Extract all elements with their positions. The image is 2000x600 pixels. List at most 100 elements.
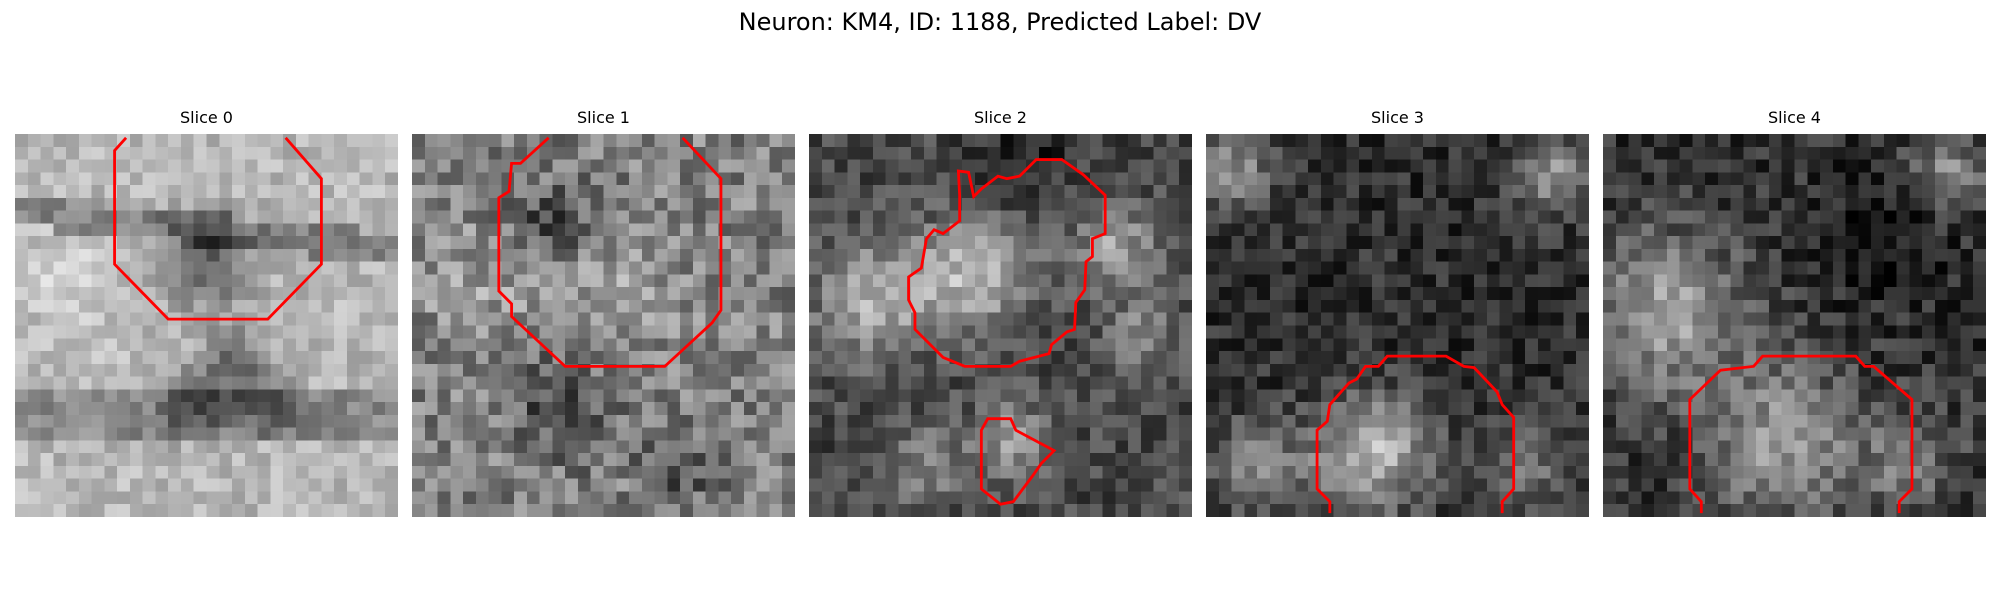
pixel	[463, 376, 477, 390]
pixel	[590, 453, 604, 467]
pixel	[1947, 414, 1961, 429]
pixel	[1628, 338, 1642, 352]
pixel	[1603, 351, 1617, 365]
pixel	[641, 159, 655, 173]
pixel	[911, 440, 925, 454]
pixel	[1794, 299, 1808, 314]
pixel	[654, 236, 668, 250]
pixel	[1461, 223, 1475, 237]
pixel	[1730, 414, 1744, 429]
pixel	[1051, 274, 1065, 288]
slice-pixels-3	[1206, 134, 1589, 517]
pixel	[1883, 159, 1898, 173]
pixel	[1666, 440, 1680, 454]
pixel	[1077, 172, 1091, 186]
pixel	[142, 376, 156, 390]
pixel	[1308, 504, 1322, 517]
pixel	[974, 338, 989, 352]
pixel	[539, 146, 553, 160]
pixel	[809, 223, 823, 237]
pixel	[1692, 325, 1706, 339]
pixel	[1064, 414, 1078, 429]
pixel	[66, 338, 80, 352]
pixel	[654, 185, 668, 199]
pixel	[860, 325, 874, 339]
pixel	[1206, 402, 1220, 416]
pixel	[412, 338, 426, 352]
pixel	[1525, 325, 1539, 339]
pixel	[911, 274, 925, 288]
pixel	[1717, 159, 1732, 173]
pixel	[1934, 363, 1949, 377]
pixel	[117, 504, 131, 517]
pixel	[1807, 172, 1821, 186]
pixel	[1140, 478, 1155, 492]
pixel	[40, 236, 54, 250]
pixel	[1896, 351, 1910, 365]
pixel	[1858, 440, 1872, 454]
pixel	[590, 389, 604, 403]
pixel	[1576, 197, 1589, 211]
pixel	[1064, 261, 1078, 275]
pixel	[987, 427, 1001, 441]
pixel	[1140, 465, 1155, 480]
pixel	[244, 351, 258, 365]
pixel	[1883, 402, 1898, 416]
pixel	[1871, 376, 1885, 390]
pixel	[372, 504, 386, 517]
pixel	[1410, 146, 1424, 160]
pixel	[1820, 440, 1834, 454]
pixel	[475, 465, 489, 480]
pixel	[1206, 274, 1220, 288]
pixel	[1615, 134, 1629, 148]
pixel	[40, 363, 54, 377]
pixel	[1576, 185, 1589, 199]
pixel	[1525, 363, 1539, 377]
pixel	[1269, 197, 1283, 211]
pixel	[1692, 465, 1706, 480]
pixel	[1705, 338, 1719, 352]
pixel	[680, 402, 694, 416]
pixel	[1499, 223, 1513, 237]
pixel	[1794, 287, 1808, 301]
pixel	[295, 236, 310, 250]
pixel	[526, 389, 541, 403]
pixel	[1089, 134, 1104, 148]
pixel	[1525, 338, 1539, 352]
pixel	[1257, 134, 1271, 148]
pixel	[1705, 261, 1719, 275]
pixel	[1397, 223, 1411, 237]
pixel	[117, 159, 131, 173]
pixel	[1244, 478, 1258, 492]
pixel	[809, 185, 823, 199]
pixel	[1026, 197, 1040, 211]
pixel	[463, 427, 477, 441]
pixel	[756, 159, 770, 173]
pixel	[1794, 402, 1808, 416]
pixel	[1807, 312, 1821, 326]
pixel	[1525, 236, 1539, 250]
pixel	[1934, 248, 1949, 263]
pixel	[1499, 440, 1513, 454]
pixel	[385, 172, 398, 186]
pixel	[1218, 453, 1232, 467]
pixel	[1947, 197, 1961, 211]
pixel	[1563, 414, 1577, 429]
pixel	[705, 134, 719, 148]
pixel	[526, 172, 541, 186]
pixel	[731, 261, 745, 275]
pixel	[923, 274, 938, 288]
pixel	[1756, 197, 1770, 211]
pixel	[1282, 197, 1296, 211]
pixel	[1077, 223, 1091, 237]
pixel	[1832, 440, 1846, 454]
pixel	[1140, 351, 1155, 365]
pixel	[1474, 351, 1488, 365]
pixel	[1781, 414, 1795, 429]
pixel	[705, 402, 719, 416]
pixel	[488, 134, 502, 148]
pixel	[308, 338, 322, 352]
pixel	[834, 287, 848, 301]
pixel	[1550, 236, 1564, 250]
pixel	[270, 402, 284, 416]
